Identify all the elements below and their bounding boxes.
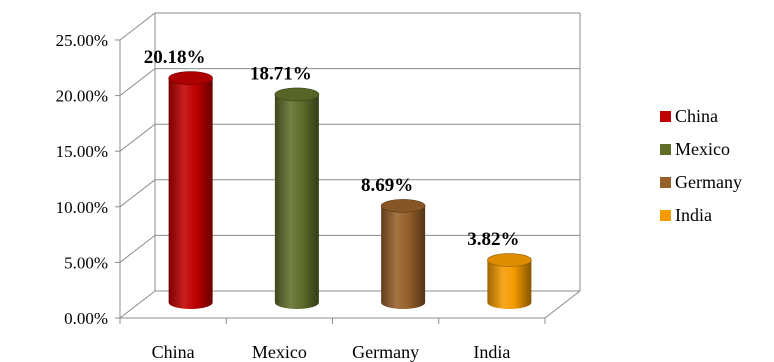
data-label: 3.82% <box>467 229 519 250</box>
y-tick-label: 10.00% <box>56 198 108 217</box>
data-label: 8.69% <box>361 175 413 196</box>
legend-swatch <box>660 177 671 188</box>
bar <box>380 199 426 309</box>
bar-body <box>274 94 319 310</box>
legend-item: Germany <box>660 166 772 199</box>
legend-label: India <box>675 205 712 225</box>
bar-body <box>381 205 426 309</box>
bar <box>487 253 532 309</box>
y-axis: 0.00% 5.00% 10.00% 15.00% 20.00% 25.00% <box>56 31 121 328</box>
x-tick-label: China <box>152 342 195 362</box>
legend-label: China <box>675 106 718 126</box>
y-tick-label: 25.00% <box>56 31 108 50</box>
x-tick-label: Mexico <box>252 342 307 362</box>
bar <box>168 71 213 310</box>
legend-label: Mexico <box>675 139 730 159</box>
legend-item: China <box>660 100 772 133</box>
legend-label: Germany <box>675 172 742 192</box>
legend-item: Mexico <box>660 133 772 166</box>
y-tick-label: 15.00% <box>56 142 108 161</box>
chart-grid <box>119 12 581 319</box>
legend-swatch <box>660 111 671 122</box>
y-tick-label: 20.00% <box>56 87 108 106</box>
data-label: 20.18% <box>144 47 206 68</box>
chart-bars <box>168 71 532 310</box>
legend-swatch <box>660 210 671 221</box>
bar-body <box>168 78 213 310</box>
legend-item: India <box>660 199 772 232</box>
legend-swatch <box>660 144 671 155</box>
gridline <box>119 12 580 41</box>
x-tick-label: Germany <box>352 342 419 362</box>
data-label: 18.71% <box>250 63 312 84</box>
x-axis: China Mexico Germany India <box>119 290 581 362</box>
floor-side-edge <box>544 290 581 319</box>
data-labels: 20.18% 18.71% 8.69% 3.82% <box>144 47 520 250</box>
bar <box>274 87 320 310</box>
bar-top <box>380 199 426 213</box>
bar-top <box>168 71 213 85</box>
chart-legend: China Mexico Germany India <box>660 100 772 232</box>
bar-top <box>487 253 532 267</box>
y-tick-label: 5.00% <box>64 253 108 272</box>
bar-body <box>487 260 532 309</box>
x-tick-label: India <box>473 342 510 362</box>
bar-top <box>274 87 320 102</box>
y-tick-label: 0.00% <box>64 309 108 328</box>
